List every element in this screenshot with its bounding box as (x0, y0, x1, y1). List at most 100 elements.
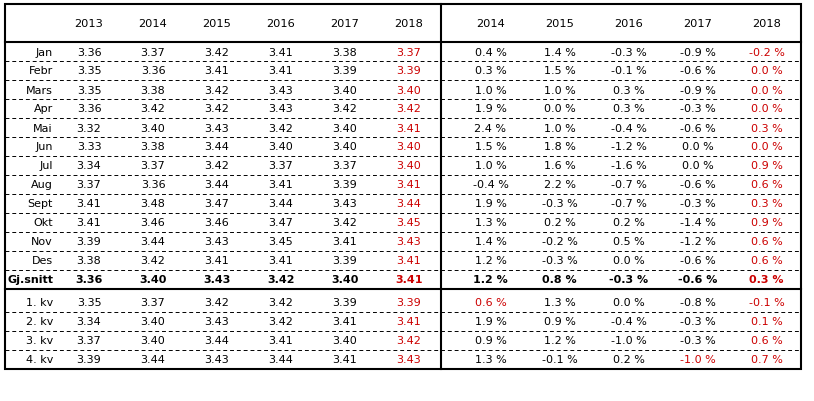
Text: 3.43: 3.43 (333, 199, 357, 209)
Text: Apr: Apr (33, 104, 53, 114)
Text: -0.2 %: -0.2 % (749, 47, 785, 57)
Text: 0.0 %: 0.0 % (751, 66, 782, 76)
Text: -1.2 %: -1.2 % (680, 237, 716, 247)
Text: -0.4 %: -0.4 % (610, 317, 646, 327)
Text: -0.6 %: -0.6 % (678, 275, 717, 285)
Text: 3.40: 3.40 (333, 85, 357, 95)
Text: Mars: Mars (26, 85, 53, 95)
Text: 3.37: 3.37 (141, 161, 165, 171)
Text: 2014: 2014 (138, 19, 168, 29)
Text: 3.41: 3.41 (77, 199, 102, 209)
Text: 1.4 %: 1.4 % (475, 237, 506, 247)
Text: 3.44: 3.44 (269, 354, 293, 365)
Text: 3.34: 3.34 (77, 317, 102, 327)
Text: 3.39: 3.39 (396, 66, 422, 76)
Text: 3.38: 3.38 (141, 85, 165, 95)
Text: Jun: Jun (36, 142, 53, 152)
Text: -0.3 %: -0.3 % (680, 317, 716, 327)
Text: 0.9 %: 0.9 % (751, 161, 782, 171)
Text: -0.3 %: -0.3 % (680, 104, 716, 114)
Text: -1.0 %: -1.0 % (680, 354, 716, 365)
Text: 3.43: 3.43 (204, 123, 230, 133)
Text: 3. kv: 3. kv (26, 336, 53, 346)
Text: 0.2 %: 0.2 % (544, 218, 575, 228)
Text: 3.40: 3.40 (396, 161, 422, 171)
Text: 1.6 %: 1.6 % (544, 161, 575, 171)
Text: 3.40: 3.40 (139, 275, 167, 285)
Text: 0.0 %: 0.0 % (613, 256, 645, 266)
Text: 3.41: 3.41 (269, 256, 293, 266)
Text: 3.40: 3.40 (269, 142, 293, 152)
Text: Okt: Okt (33, 218, 53, 228)
Text: 3.41: 3.41 (269, 66, 293, 76)
Text: 3.48: 3.48 (141, 199, 165, 209)
Text: 1.2 %: 1.2 % (544, 336, 575, 346)
Text: 2.2 %: 2.2 % (544, 180, 575, 190)
Text: 3.34: 3.34 (77, 161, 102, 171)
Text: 3.42: 3.42 (204, 47, 230, 57)
Text: -0.8 %: -0.8 % (680, 298, 716, 308)
Text: 3.39: 3.39 (77, 354, 102, 365)
Text: -0.4 %: -0.4 % (473, 180, 509, 190)
Text: 3.42: 3.42 (333, 218, 357, 228)
Text: 3.39: 3.39 (396, 298, 422, 308)
Text: -0.3 %: -0.3 % (680, 199, 716, 209)
Text: -0.7 %: -0.7 % (610, 199, 646, 209)
Text: 2. kv: 2. kv (25, 317, 53, 327)
Text: 3.40: 3.40 (331, 275, 359, 285)
Text: 3.41: 3.41 (77, 218, 102, 228)
Text: 3.36: 3.36 (77, 47, 101, 57)
Text: 3.43: 3.43 (204, 317, 230, 327)
Text: Mai: Mai (33, 123, 53, 133)
Text: 0.3 %: 0.3 % (751, 199, 782, 209)
Text: 0.0 %: 0.0 % (751, 104, 782, 114)
Text: 3.35: 3.35 (77, 66, 101, 76)
Text: 3.42: 3.42 (396, 336, 422, 346)
Text: -0.6 %: -0.6 % (680, 256, 716, 266)
Text: Gj.snitt: Gj.snitt (7, 275, 53, 285)
Text: 3.37: 3.37 (333, 161, 357, 171)
Text: 0.0 %: 0.0 % (544, 104, 575, 114)
Text: Sept: Sept (28, 199, 53, 209)
Text: 3.38: 3.38 (77, 256, 102, 266)
Text: -0.6 %: -0.6 % (680, 123, 716, 133)
Text: 1.5 %: 1.5 % (544, 66, 575, 76)
Text: 3.33: 3.33 (77, 142, 101, 152)
Text: 3.39: 3.39 (333, 180, 357, 190)
Text: 2016: 2016 (614, 19, 643, 29)
Text: 3.36: 3.36 (141, 180, 165, 190)
Text: 1.3 %: 1.3 % (475, 218, 506, 228)
Text: 3.40: 3.40 (141, 336, 165, 346)
Text: 3.40: 3.40 (396, 85, 422, 95)
Text: 3.38: 3.38 (333, 47, 357, 57)
Text: 3.44: 3.44 (204, 336, 230, 346)
Text: 1.3 %: 1.3 % (544, 298, 575, 308)
Text: 2.4 %: 2.4 % (475, 123, 506, 133)
Text: -0.1 %: -0.1 % (749, 298, 785, 308)
Text: 2018: 2018 (752, 19, 781, 29)
Text: -0.3 %: -0.3 % (541, 256, 577, 266)
Text: 3.42: 3.42 (204, 298, 230, 308)
Text: 3.41: 3.41 (396, 256, 422, 266)
Text: 0.3 %: 0.3 % (475, 66, 506, 76)
Text: 3.42: 3.42 (269, 317, 293, 327)
Text: 0.6 %: 0.6 % (751, 256, 782, 266)
Text: 2016: 2016 (267, 19, 295, 29)
Text: 0.0 %: 0.0 % (751, 85, 782, 95)
Text: 3.35: 3.35 (77, 85, 101, 95)
Text: 3.42: 3.42 (267, 275, 295, 285)
Text: 3.41: 3.41 (204, 66, 230, 76)
Text: 3.37: 3.37 (77, 336, 102, 346)
Text: 0.0 %: 0.0 % (613, 298, 645, 308)
Text: 3.42: 3.42 (204, 104, 230, 114)
Text: 3.41: 3.41 (396, 317, 422, 327)
Text: -0.3 %: -0.3 % (680, 336, 716, 346)
Text: 3.43: 3.43 (269, 85, 293, 95)
Text: 3.41: 3.41 (396, 123, 422, 133)
Text: 3.40: 3.40 (396, 142, 422, 152)
Text: 3.41: 3.41 (204, 256, 230, 266)
Text: 0.5 %: 0.5 % (613, 237, 645, 247)
Text: 1.5 %: 1.5 % (475, 142, 506, 152)
Text: 3.39: 3.39 (77, 237, 102, 247)
Text: 3.42: 3.42 (269, 298, 293, 308)
